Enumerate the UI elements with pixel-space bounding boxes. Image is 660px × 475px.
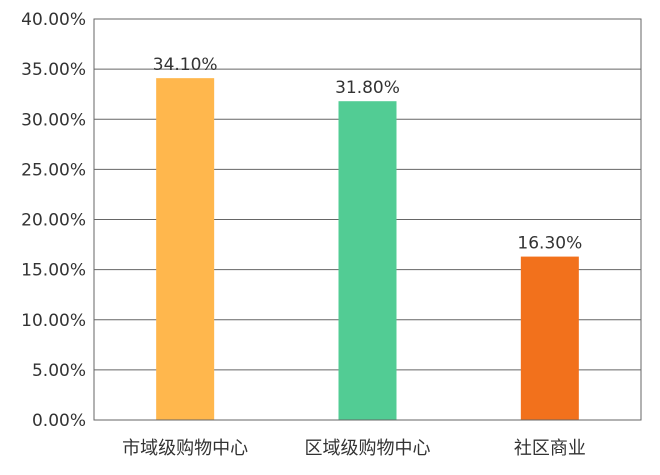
bar-value-label: 16.30% xyxy=(517,234,582,254)
y-tick-label: 25.00% xyxy=(21,160,86,180)
plot-area-frame xyxy=(93,18,642,421)
data-labels: 34.10% 31.80% 16.30% xyxy=(153,55,582,253)
x-category-label: 社区商业 xyxy=(514,438,586,459)
y-tick-label: 15.00% xyxy=(21,261,86,281)
y-axis-tick-labels: 0.00% 5.00% 10.00% 15.00% 20.00% 25.00% 30.00%… xyxy=(21,10,86,431)
x-category-label: 区域级购物中心 xyxy=(305,438,431,459)
bar-value-label: 34.10% xyxy=(153,55,218,75)
bar xyxy=(520,256,579,420)
y-tick-label: 5.00% xyxy=(32,361,86,381)
bar-value-label: 31.80% xyxy=(335,78,400,98)
y-tick-label: 30.00% xyxy=(21,110,86,130)
y-tick-label: 35.00% xyxy=(21,60,86,80)
x-category-label: 市域级购物中心 xyxy=(122,438,248,459)
bar xyxy=(338,101,397,420)
y-tick-label: 20.00% xyxy=(21,211,86,231)
y-tick-label: 40.00% xyxy=(21,10,86,30)
y-tick-label: 0.00% xyxy=(32,411,86,431)
x-axis-category-labels: 市域级购物中心 区域级购物中心 社区商业 xyxy=(122,438,586,459)
bars xyxy=(156,78,579,421)
y-tick-label: 10.00% xyxy=(21,311,86,331)
bar xyxy=(156,78,215,421)
